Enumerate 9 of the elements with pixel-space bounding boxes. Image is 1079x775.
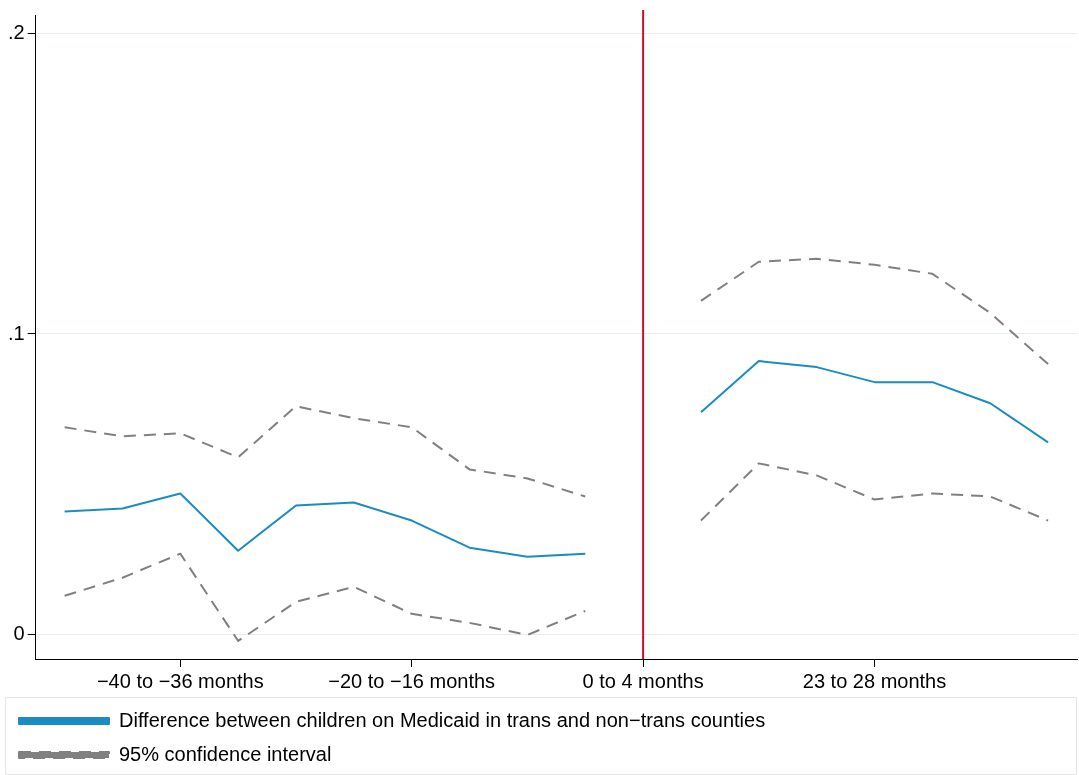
x-tick-label: −40 to −36 months xyxy=(96,669,264,692)
y-tick-label: .1 xyxy=(7,321,25,344)
x-tick-label: 0 to 4 months xyxy=(582,669,704,692)
legend-label: 95% confidence interval xyxy=(119,742,332,765)
legend-label: Difference between children on Medicaid in trans and non−trans counties xyxy=(119,708,766,731)
y-tick-label: 0 xyxy=(13,622,25,645)
x-tick-label: −20 to −16 months xyxy=(328,669,496,692)
y-tick-label: .2 xyxy=(7,20,25,43)
x-tick-label: 23 to 28 months xyxy=(802,669,947,692)
